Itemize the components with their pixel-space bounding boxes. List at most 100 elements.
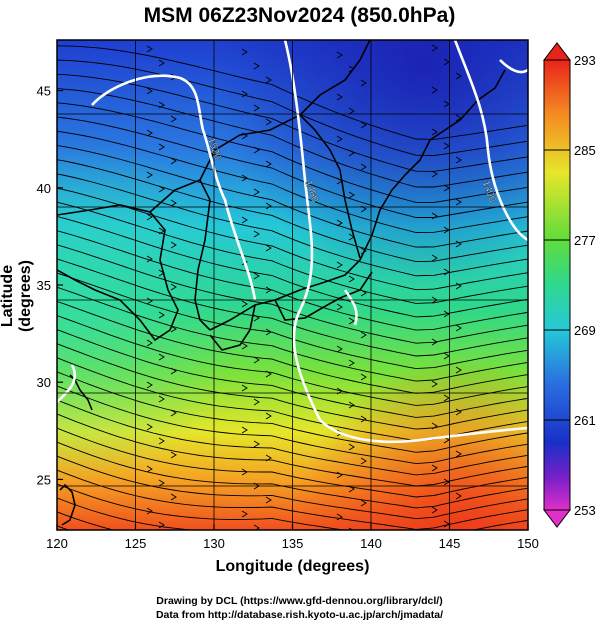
streamline-arrow bbox=[158, 479, 165, 487]
streamline-arrow bbox=[431, 380, 438, 388]
streamline bbox=[57, 483, 528, 530]
wind-streamlines bbox=[57, 44, 528, 530]
streamline-arrow bbox=[348, 317, 355, 325]
coastlines bbox=[57, 40, 506, 526]
streamline bbox=[57, 88, 528, 188]
colorbar-tick-label: 269 bbox=[574, 323, 596, 338]
streamline-arrow bbox=[455, 450, 462, 458]
streamline bbox=[57, 145, 528, 248]
streamline-arrow bbox=[443, 394, 450, 402]
streamline-arrow bbox=[348, 485, 355, 493]
x-axis-label: Longitude (degrees) bbox=[215, 558, 370, 575]
streamline-arrow bbox=[158, 437, 165, 445]
streamline-arrow bbox=[455, 282, 462, 290]
streamline-arrow bbox=[146, 381, 153, 389]
streamline-arrow bbox=[336, 303, 343, 311]
streamline-arrow bbox=[170, 493, 177, 501]
streamline bbox=[57, 201, 528, 304]
streamline-arrow bbox=[253, 440, 260, 448]
streamline-arrow bbox=[443, 184, 450, 192]
streamline-arrow bbox=[455, 156, 462, 164]
streamline-arrow bbox=[170, 367, 177, 375]
streamline bbox=[57, 102, 528, 203]
streamline-arrow bbox=[348, 107, 355, 115]
colorbar-tick-label: 261 bbox=[574, 413, 596, 428]
streamline bbox=[57, 497, 276, 530]
streamline-arrow bbox=[455, 408, 462, 416]
x-tick-label: 130 bbox=[203, 536, 225, 551]
streamline-arrow bbox=[348, 527, 354, 530]
streamline bbox=[57, 427, 528, 498]
streamline bbox=[57, 130, 528, 233]
colorbar: 293 285 277 269 261 253 bbox=[542, 42, 596, 528]
streamline-arrow bbox=[455, 198, 462, 206]
streamline-arrow bbox=[265, 412, 272, 420]
streamline-arrow bbox=[170, 115, 177, 123]
streamline-arrow bbox=[360, 331, 367, 339]
height-contours bbox=[57, 40, 528, 444]
streamline-arrow bbox=[265, 202, 272, 210]
streamline-arrow bbox=[265, 454, 272, 462]
streamline-arrow bbox=[170, 157, 177, 165]
streamline-arrow bbox=[241, 426, 248, 434]
streamline-arrow bbox=[265, 496, 272, 504]
streamline-arrow bbox=[360, 163, 367, 171]
x-tick-label: 120 bbox=[46, 536, 68, 551]
streamline-arrow bbox=[253, 524, 260, 530]
streamline-arrow bbox=[170, 241, 177, 249]
streamline-arrow bbox=[336, 135, 343, 143]
streamline-arrow bbox=[443, 100, 450, 108]
graticule bbox=[57, 40, 528, 530]
streamline bbox=[57, 413, 528, 487]
streamline-arrow bbox=[265, 328, 272, 336]
streamline bbox=[57, 455, 528, 520]
streamline bbox=[57, 173, 528, 277]
streamline-arrow bbox=[253, 104, 260, 112]
streamline bbox=[57, 343, 528, 430]
streamline-arrow bbox=[253, 356, 260, 364]
streamline-arrow bbox=[336, 513, 343, 521]
x-tick-label: 145 bbox=[439, 536, 461, 551]
colorbar-upper-arrow bbox=[542, 42, 572, 61]
x-tick-label: 125 bbox=[125, 536, 147, 551]
streamline bbox=[57, 73, 528, 172]
streamline-arrow bbox=[241, 90, 248, 98]
streamline-arrow bbox=[348, 191, 355, 199]
colorbar-tick-label: 253 bbox=[574, 503, 596, 518]
streamline-arrow bbox=[443, 352, 450, 360]
streamline-arrow bbox=[241, 174, 248, 182]
streamline-arrow bbox=[146, 297, 153, 305]
streamline-arrow bbox=[158, 353, 165, 361]
streamline-arrow bbox=[158, 311, 165, 319]
credit-drawing: Drawing by DCL (https://www.gfd-dennou.o… bbox=[156, 595, 443, 607]
credit-data: Data from http://database.rish.kyoto-u.a… bbox=[155, 609, 444, 621]
streamline-arrow bbox=[170, 199, 177, 207]
streamline-arrow bbox=[158, 521, 165, 529]
streamline-arrow bbox=[241, 216, 248, 224]
colorbar-tick-label: 285 bbox=[574, 143, 596, 158]
x-tick-label: 140 bbox=[360, 536, 382, 551]
streamline-arrow bbox=[253, 146, 260, 154]
streamline-arrow bbox=[170, 451, 177, 459]
colorbar-tick-label: 277 bbox=[574, 233, 596, 248]
streamline-arrow bbox=[241, 300, 248, 308]
streamline-arrow bbox=[431, 338, 438, 346]
y-tick-label: 45 bbox=[37, 84, 51, 99]
streamline-arrow bbox=[146, 423, 153, 431]
streamline bbox=[57, 399, 528, 476]
streamline-arrow bbox=[158, 59, 165, 67]
streamline-arrow bbox=[348, 275, 355, 283]
colorbar-lower-arrow bbox=[542, 509, 572, 528]
streamline bbox=[57, 300, 528, 394]
streamline-arrow bbox=[360, 121, 367, 129]
streamline bbox=[57, 230, 528, 331]
streamline-arrow bbox=[241, 48, 248, 56]
streamline-arrow bbox=[443, 58, 450, 66]
streamline-arrow bbox=[360, 373, 367, 381]
streamline-arrow bbox=[265, 286, 272, 294]
streamline-arrow bbox=[360, 499, 367, 507]
streamline-arrow bbox=[455, 324, 462, 332]
streamline bbox=[57, 315, 528, 406]
streamline bbox=[57, 385, 528, 465]
streamline-arrow bbox=[170, 283, 177, 291]
